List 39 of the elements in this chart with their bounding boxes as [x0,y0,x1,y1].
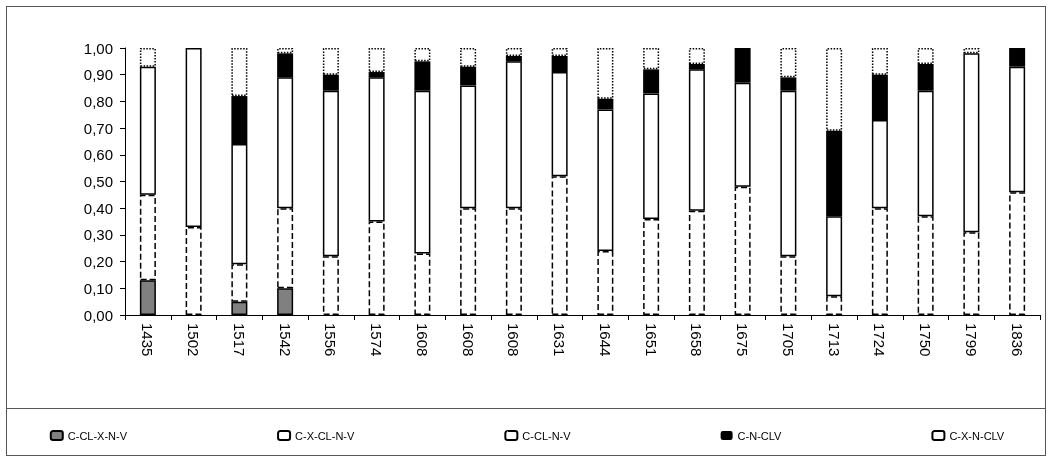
legend-label: C-CL-N-V [522,429,572,442]
x-tick-label: 1574 [368,323,386,357]
bar [688,48,705,65]
y-tick-label: 0,30 [83,226,113,244]
legend-label: C-CL-X-N-V [67,429,128,442]
y-tick-label: 0,90 [83,66,113,84]
legend-label: C-N-CLV [737,429,783,442]
y-tick-label: 0,00 [83,306,113,324]
x-tick-label: 1608 [413,323,431,357]
y-tick-label: 0,50 [83,173,113,190]
bar [368,48,385,73]
x-tick-label: 1608 [505,323,523,357]
x-tick-label: 1658 [688,323,706,357]
x-tick-label: 1608 [459,323,477,357]
y-tick-label: 0,80 [83,92,113,110]
y-tick-label: 1,00 [83,39,113,57]
bar [505,48,522,57]
x-tick-label: 1705 [779,323,797,357]
x-tick-label: 1517 [230,323,248,357]
y-tick-label: 0,40 [83,199,113,217]
x-tick-label: 1724 [871,323,889,357]
y-tick-label: 0,20 [83,253,113,271]
x-tick-label: 1631 [551,323,569,357]
x-tick-label: 1651 [642,323,660,357]
x-tick-label: 1836 [1008,323,1026,357]
y-tick-label: 0,70 [83,119,113,137]
legend-label: C-X-CL-N-V [295,429,355,442]
x-tick-label: 1542 [276,323,294,357]
x-tick-label: 1556 [322,323,340,357]
x-tick-label: 1435 [139,323,157,357]
y-tick-label: 0,60 [83,146,113,164]
x-tick-label: 1713 [825,323,843,357]
x-tick-label: 1502 [185,323,203,357]
x-tick-label: 1644 [596,323,614,357]
legend-label: C-X-N-CLV [949,429,1005,442]
x-tick-label: 1799 [962,323,980,357]
x-tick-label: 1675 [734,323,752,357]
y-tick-label: 0,10 [83,279,113,297]
x-tick-label: 1750 [917,323,935,357]
